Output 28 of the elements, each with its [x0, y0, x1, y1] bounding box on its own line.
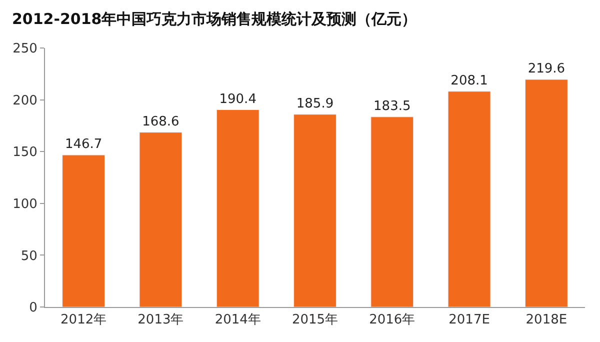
x-tick-label: 2013年 [138, 312, 184, 328]
x-tick-label: 2016年 [369, 312, 416, 328]
x-tick-label: 2012年 [60, 312, 107, 328]
data-label: 190.4 [219, 92, 256, 107]
data-label: 219.6 [528, 61, 566, 76]
y-tick-label: 200 [12, 93, 38, 108]
bar [216, 110, 260, 307]
y-tick-label: 0 [29, 300, 38, 316]
y-tick-label: 100 [12, 196, 38, 212]
x-tick-label: 2017E [448, 312, 490, 328]
x-tick-label: 2018E [526, 312, 568, 328]
y-tick-label: 250 [12, 42, 38, 57]
bar [524, 79, 568, 307]
bar [62, 154, 106, 307]
data-label: 208.1 [450, 73, 488, 88]
data-label: 185.9 [296, 96, 334, 112]
bar [448, 91, 491, 307]
bar [294, 114, 336, 307]
bar [370, 116, 414, 307]
x-tick-label: 2015年 [292, 312, 338, 328]
chart-title: 2012-2018年中国巧克力市场销售规模统计及预测（亿元） [12, 10, 417, 28]
x-tick-label: 2014年 [214, 312, 261, 328]
data-label: 183.5 [374, 98, 411, 114]
bar [139, 132, 182, 307]
y-tick-label: 150 [12, 145, 38, 160]
data-label: 168.6 [142, 114, 180, 130]
data-label: 146.7 [64, 137, 102, 152]
y-tick-label: 50 [20, 248, 38, 264]
